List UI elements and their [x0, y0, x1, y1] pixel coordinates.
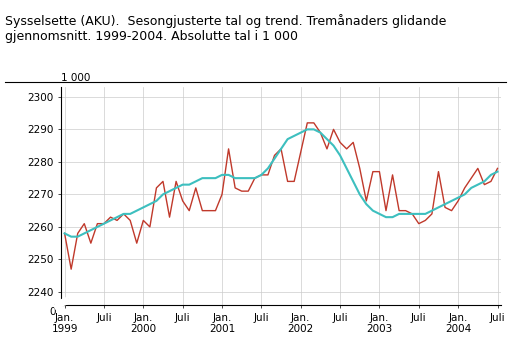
Text: 1 000: 1 000	[61, 73, 90, 83]
Text: 0: 0	[50, 307, 56, 317]
Text: Sysselsette (AKU).  Sesongjusterte tal og trend. Tremånaders glidande
gjennomsni: Sysselsette (AKU). Sesongjusterte tal og…	[5, 15, 447, 44]
